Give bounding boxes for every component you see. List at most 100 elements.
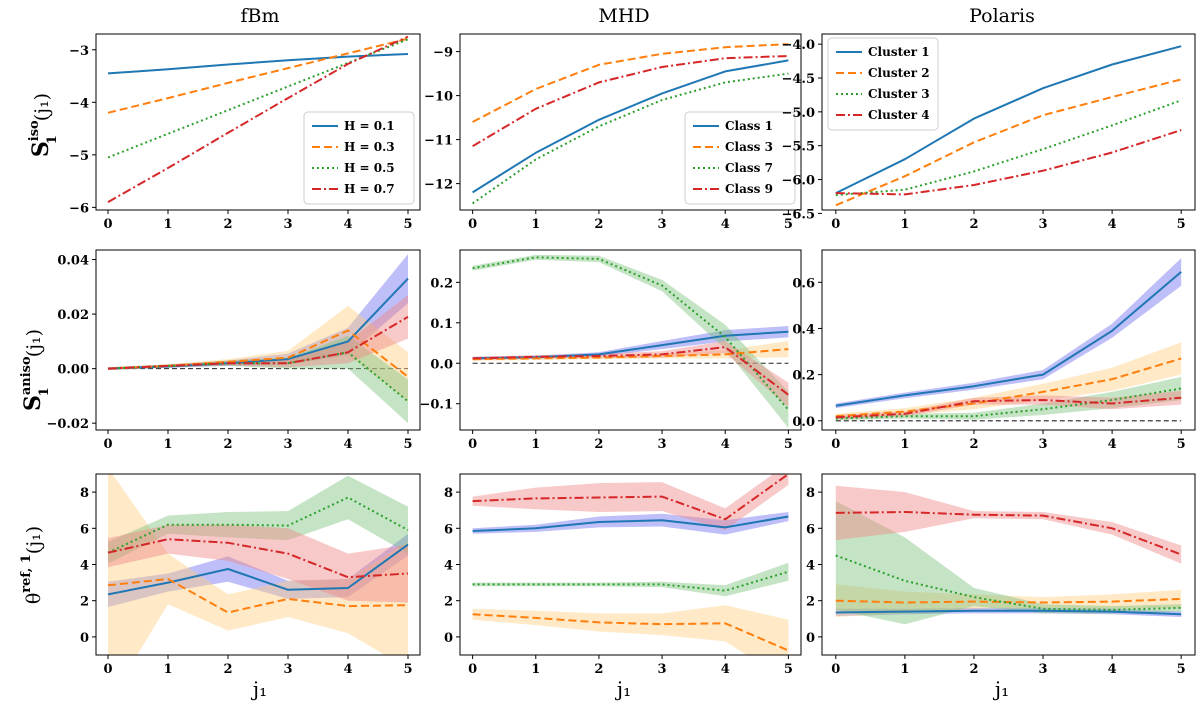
x-tick-label: 3 [658, 437, 667, 452]
x-tick-label: 0 [468, 217, 477, 232]
x-tick-label: 3 [658, 217, 667, 232]
series-line-h-0-1 [107, 53, 409, 75]
x-tick-label: 1 [163, 662, 172, 677]
legend: Class 1 Class 3 Class 7 Class 9 [684, 111, 796, 205]
x-tick-label: 2 [594, 437, 603, 452]
x-tick-label: 2 [969, 662, 978, 677]
series-line-h-0-7 [107, 35, 409, 203]
legend-box [303, 111, 415, 205]
band-cluster-1 [835, 258, 1182, 409]
x-tick-label: 4 [1108, 437, 1117, 452]
x-tick-label: 5 [784, 662, 793, 677]
y-tick-label: 2 [806, 595, 815, 610]
x-tick-label: 4 [721, 217, 730, 232]
band-h-0-5 [108, 335, 408, 424]
panel-8: 0 1 2 3 4 5 0 2 4 6 8 [806, 473, 1196, 677]
series-line-cluster-1 [835, 45, 1182, 194]
series-line-class-3 [472, 43, 789, 123]
y-tick-label: 0.00 [57, 363, 89, 378]
plot-area [472, 254, 790, 428]
y-tick-label: 0.2 [792, 369, 815, 384]
y-tick-label: 2 [444, 595, 453, 610]
series-line-cluster-3 [835, 554, 1182, 611]
x-tick-label: 3 [283, 217, 292, 232]
series-line-class-9 [472, 474, 789, 521]
band-class-3 [472, 341, 789, 361]
panel-3: 0 1 2 3 4 5 −0.02 0.00 0.02 0.04 [46, 249, 421, 452]
axes-frame [821, 249, 1196, 431]
y-tick-label: −10 [424, 90, 453, 105]
series-line-cluster-1 [835, 609, 1182, 616]
legend: H = 0.1 H = 0.3 H = 0.5 H = 0.7 [303, 111, 415, 205]
band-h-0-3 [108, 474, 408, 655]
band-class-7 [472, 562, 789, 597]
x-tick-label: 4 [721, 662, 730, 677]
legend-label: Cluster 2 [868, 66, 930, 80]
y-tick-label: 0 [80, 631, 89, 646]
y-tick-label: −5 [69, 149, 89, 164]
x-tick-label: 0 [103, 662, 112, 677]
y-tick-label: 8 [444, 486, 453, 501]
row-ylabel-iso-rest: (j₁) [31, 93, 53, 121]
row-ylabel-iso-main: S [28, 141, 54, 157]
x-tick-label: 0 [103, 217, 112, 232]
x-tick-label: 3 [1039, 662, 1048, 677]
panel-2: 0 1 2 3 4 5−6.5−6.0−5.5−5.0−4.5−4.0 Cluster 1C… [781, 33, 1196, 232]
y-tick-label: 0.4 [792, 322, 815, 337]
x-tick-label: 3 [283, 437, 292, 452]
band-cluster-2 [835, 342, 1182, 419]
x-tick-label: 5 [403, 437, 412, 452]
y-tick-label: 6 [806, 522, 815, 537]
band-cluster-3 [835, 501, 1182, 625]
y-tick-label: 0 [444, 631, 453, 646]
svg-text:θref, 1(j₁): θref, 1(j₁) [19, 526, 45, 604]
y-tick-label: 6 [80, 522, 89, 537]
series-line-cluster-4 [835, 511, 1182, 556]
legend-label: Class 3 [725, 140, 773, 154]
x-tick-label: 1 [900, 437, 909, 452]
y-tick-label: −0.1 [419, 398, 453, 413]
series-line-class-3 [472, 613, 789, 652]
y-tick-label: −9 [433, 46, 453, 61]
y-tick-label: 8 [806, 486, 815, 501]
series-line-cluster-4 [835, 396, 1182, 419]
plot-area [835, 485, 1182, 625]
y-tick-label: 0.2 [430, 276, 453, 291]
legend-label: Class 9 [725, 182, 773, 196]
y-tick-label: 0.02 [57, 308, 89, 323]
y-tick-label: 0.0 [430, 357, 453, 372]
plot-area [472, 474, 789, 655]
y-tick-label: 2 [80, 595, 89, 610]
y-tick-label: −3 [69, 44, 89, 59]
row-ylabel-iso-sub: 1 [45, 135, 60, 144]
y-tick-label: 4 [80, 559, 89, 574]
series-line-h-0-5 [107, 38, 409, 159]
series-line-cluster-2 [835, 78, 1182, 207]
plot-area [107, 474, 409, 655]
series-line-h-0-3 [107, 578, 409, 614]
x-tick-label: 3 [1039, 217, 1048, 232]
series-line-h-0-3 [107, 37, 409, 114]
band-class-3 [472, 605, 789, 655]
y-tick-label: 0.6 [792, 276, 815, 291]
row-ylabel-aniso-sub: 1 [37, 387, 52, 396]
panel-0: 0 1 2 3 4 5−6−5−4−3H = 0.1H = 0.3H = 0.5H = 0… [69, 33, 421, 232]
x-tick-label: 4 [1108, 217, 1117, 232]
y-tick-label: 0 [806, 631, 815, 646]
x-tick-label: 5 [1177, 662, 1186, 677]
x-tick-label: 3 [1039, 437, 1048, 452]
y-tick-label: 8 [80, 486, 89, 501]
series-line-class-9 [472, 346, 790, 396]
x-tick-label: 2 [223, 217, 232, 232]
row-ylabel-theta-main: θ [23, 593, 45, 604]
y-tick-label: −5.5 [781, 140, 815, 155]
band-class-1 [472, 512, 789, 535]
x-tick-label: 3 [658, 662, 667, 677]
x-tick-label: 0 [103, 437, 112, 452]
x-tick-label: 1 [163, 217, 172, 232]
y-tick-label: −6 [69, 201, 89, 216]
plot-area [835, 258, 1182, 422]
legend-label: Cluster 1 [868, 45, 930, 59]
